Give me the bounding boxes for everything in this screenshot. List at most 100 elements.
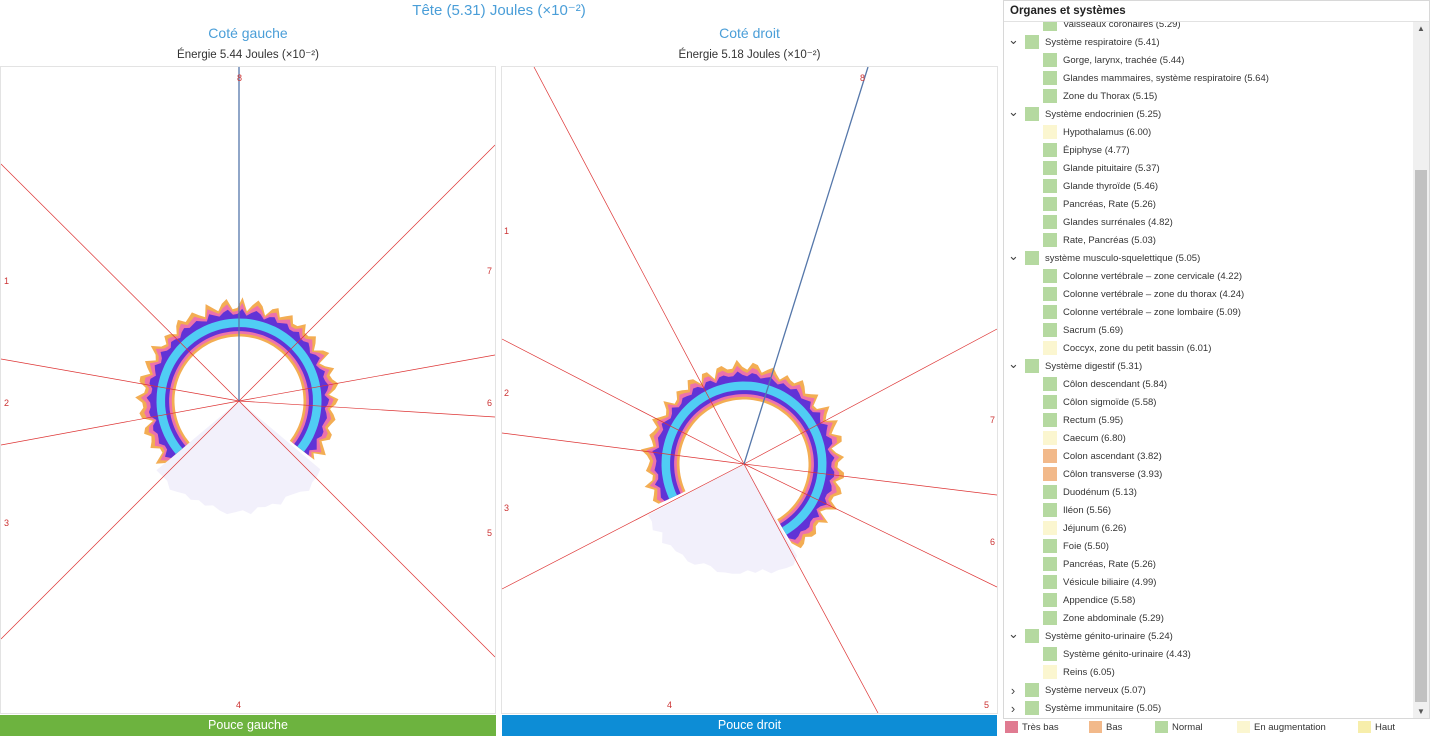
right-thumb-button[interactable]: Pouce droit xyxy=(502,715,997,736)
status-swatch xyxy=(1043,449,1057,463)
right-axis-line xyxy=(743,67,869,465)
left-sector-label: 7 xyxy=(487,266,492,276)
left-sector-line xyxy=(1,163,240,402)
left-sector-label: 4 xyxy=(236,700,241,710)
status-swatch xyxy=(1043,539,1057,553)
status-swatch xyxy=(1043,485,1057,499)
right-sector-line xyxy=(533,67,745,465)
legend-label: Normal xyxy=(1172,722,1203,733)
status-swatch xyxy=(1043,179,1057,193)
status-swatch xyxy=(1043,377,1057,391)
tree-item-label: Coccyx, zone du petit bassin (6.01) xyxy=(1063,343,1212,354)
chevron-down-icon[interactable]: ⌄ xyxy=(1008,104,1019,119)
status-swatch xyxy=(1043,611,1057,625)
legend-swatch xyxy=(1005,721,1018,733)
right-sector-line xyxy=(502,463,745,590)
left-aura-canvas: 8 1 2 3 4 5 6 7 xyxy=(0,66,496,714)
status-swatch xyxy=(1043,161,1057,175)
left-side-title: Coté gauche xyxy=(208,25,288,41)
tree-item-label: Glande thyroïde (5.46) xyxy=(1063,181,1159,192)
scroll-down-icon[interactable]: ▼ xyxy=(1417,707,1425,716)
tree-item-label: Rate, Pancréas (5.03) xyxy=(1063,235,1156,246)
tree-item-label: Système immunitaire (5.05) xyxy=(1045,703,1162,714)
right-sector-line xyxy=(743,463,997,588)
tree-item-label: système musculo-squelettique (5.05) xyxy=(1045,253,1201,264)
chevron-down-icon[interactable]: ⌄ xyxy=(1008,32,1019,47)
right-aura-canvas: 8 1 2 3 4 5 6 7 xyxy=(501,66,998,714)
right-aura-svg: 8 1 2 3 4 5 6 7 xyxy=(502,67,997,713)
tree-item-label: Sacrum (5.69) xyxy=(1063,325,1124,336)
chevron-down-icon[interactable]: ⌄ xyxy=(1008,356,1019,371)
tree-item-label: Système digestif (5.31) xyxy=(1045,361,1143,372)
status-swatch xyxy=(1043,575,1057,589)
legend-label: En augmentation xyxy=(1254,722,1326,733)
right-sector-label: 8 xyxy=(860,73,865,83)
tree-item-label: Colonne vertébrale – zone du thorax (4.2… xyxy=(1063,289,1245,300)
left-sector-label: 2 xyxy=(4,398,9,408)
chevron-down-icon[interactable]: ⌄ xyxy=(1008,248,1019,263)
chevron-right-icon[interactable]: › xyxy=(1010,683,1016,698)
right-sector-label: 6 xyxy=(990,537,995,547)
tree-item-label: Pancréas, Rate (5.26) xyxy=(1063,199,1156,210)
right-sector-label: 5 xyxy=(984,700,989,710)
right-side-panel: Coté droit Énergie 5.18 Joules (×10⁻²) 8… xyxy=(501,22,998,714)
tree-item-label: Glande pituitaire (5.37) xyxy=(1063,163,1160,174)
status-swatch xyxy=(1043,305,1057,319)
status-swatch xyxy=(1043,323,1057,337)
tree-item-label: Foie (5.50) xyxy=(1063,541,1109,552)
right-sector-line xyxy=(743,328,997,465)
tree-item-label: Appendice (5.58) xyxy=(1063,595,1136,606)
tree-item-label: Système respiratoire (5.41) xyxy=(1045,37,1160,48)
legend-label: Haut xyxy=(1375,722,1396,733)
left-sector-line xyxy=(238,400,495,418)
right-energy-label: Énergie 5.18 Joules (×10⁻²) xyxy=(678,49,821,61)
right-sector-label: 2 xyxy=(504,388,509,398)
right-sector-line xyxy=(743,463,997,496)
left-aura-ring xyxy=(156,318,322,454)
status-swatch xyxy=(1043,197,1057,211)
left-sector-line xyxy=(1,358,240,402)
status-swatch xyxy=(1043,53,1057,67)
status-swatch xyxy=(1043,413,1057,427)
left-sector-line xyxy=(1,400,240,640)
left-sector-label: 1 xyxy=(4,276,9,286)
status-swatch xyxy=(1025,683,1039,697)
scrollbar[interactable]: ▲ ▼ xyxy=(1413,22,1429,718)
status-swatch xyxy=(1043,287,1057,301)
status-swatch xyxy=(1043,89,1057,103)
tree-item-label: Pancréas, Rate (5.26) xyxy=(1063,559,1156,570)
status-swatch xyxy=(1043,593,1057,607)
tree-item-label: Système endocrinien (5.25) xyxy=(1045,109,1162,120)
status-swatch xyxy=(1043,341,1057,355)
tree-item-label: Gorge, larynx, trachée (5.44) xyxy=(1063,55,1185,66)
legend-swatch xyxy=(1155,721,1168,733)
tree-item-label: Vésicule biliaire (4.99) xyxy=(1063,577,1157,588)
status-swatch xyxy=(1043,557,1057,571)
scroll-up-icon[interactable]: ▲ xyxy=(1417,24,1425,33)
left-side-panel: Coté gauche Énergie 5.44 Joules (×10⁻²) … xyxy=(0,22,496,714)
right-sector-label: 1 xyxy=(504,226,509,236)
left-aura-glow xyxy=(156,401,321,515)
right-sector-line xyxy=(502,338,745,465)
tree-item-label: Vaisseaux coronaires (5.29) xyxy=(1063,22,1181,30)
organs-tree: Vaisseaux coronaires (5.29) ⌄ Système resp… xyxy=(1004,22,1414,718)
legend-label: Très bas xyxy=(1022,722,1059,733)
left-sector-line xyxy=(238,400,495,658)
status-swatch xyxy=(1025,251,1039,265)
left-thumb-button[interactable]: Pouce gauche xyxy=(0,715,496,736)
tree-item-label: Côlon transverse (3.93) xyxy=(1063,469,1163,480)
tree-item-label: Reins (6.05) xyxy=(1063,667,1115,678)
chevron-down-icon[interactable]: ⌄ xyxy=(1008,626,1019,641)
left-sector-label: 5 xyxy=(487,528,492,538)
scrollbar-thumb[interactable] xyxy=(1415,170,1427,702)
legend-swatch xyxy=(1358,721,1371,733)
tree-item-label: Iléon (5.56) xyxy=(1063,505,1112,516)
chevron-right-icon[interactable]: › xyxy=(1010,701,1016,716)
left-aura-ring xyxy=(146,308,330,458)
right-side-title: Coté droit xyxy=(719,25,780,41)
right-aura-glow xyxy=(648,464,797,574)
legend-swatch xyxy=(1089,721,1102,733)
status-swatch xyxy=(1043,521,1057,535)
status-swatch xyxy=(1043,665,1057,679)
tree-item-label: Colonne vertébrale – zone cervicale (4.2… xyxy=(1063,271,1243,282)
